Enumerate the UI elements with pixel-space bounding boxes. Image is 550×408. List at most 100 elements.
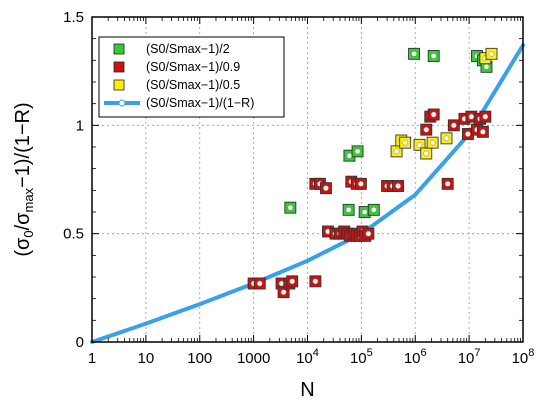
data-point-series-2	[319, 182, 332, 195]
data-point-center	[483, 63, 490, 70]
data-point-center	[416, 141, 423, 148]
data-point-center	[482, 113, 489, 120]
y-tick-labels: 0 0.5 1 1.5	[63, 9, 84, 351]
data-points-layer	[247, 47, 498, 299]
x-tick-label: 107	[458, 347, 481, 367]
y-tick-label: 1.5	[63, 9, 84, 26]
data-point-series-3	[399, 136, 412, 149]
x-tick-label: 1000	[237, 350, 270, 367]
data-point-center	[323, 185, 329, 192]
data-point-center	[256, 280, 263, 287]
data-point-center	[411, 50, 417, 57]
x-axis-title: N	[300, 379, 314, 401]
y-tick-label: 1	[76, 117, 84, 134]
x-tick-label-base: 10	[512, 350, 529, 367]
data-point-series-3	[413, 138, 426, 151]
x-tick-label-exponent: 6	[421, 347, 427, 359]
data-point-series-2	[479, 110, 492, 123]
x-tick-label-exponent: 8	[528, 347, 534, 359]
data-point-series-2	[441, 177, 454, 190]
legend-marker-series-3	[113, 79, 125, 91]
x-tick-label: 1	[88, 350, 96, 367]
data-point-center	[450, 122, 457, 129]
data-point-center	[312, 278, 319, 285]
data-point-center	[423, 126, 430, 133]
data-point-series-2	[253, 277, 266, 290]
x-tick-label-exponent: 5	[367, 347, 373, 359]
x-tick-label-exponent: 4	[313, 347, 319, 359]
data-point-center	[423, 150, 430, 157]
data-point-center	[443, 135, 450, 142]
data-point-series-3	[440, 132, 453, 145]
y-axis-title-open: (σ	[12, 237, 34, 257]
data-point-center	[468, 113, 475, 120]
legend-label-series-2: (S0/Smax−1)/0.9	[146, 60, 240, 74]
data-point-series-2	[392, 180, 405, 192]
legend-label-series-4: (S0/Smax−1)/(1−R)	[146, 96, 254, 110]
legend-label-series-1: (S0/Smax−1)/2	[146, 42, 230, 56]
x-tick-label-base: 10	[404, 350, 421, 367]
data-point-center	[402, 139, 409, 146]
data-point-center	[393, 148, 400, 155]
x-tick-label: 105	[350, 347, 373, 367]
data-point-series-1	[342, 203, 355, 216]
data-point-series-1	[284, 201, 297, 214]
data-point-series-2	[476, 125, 489, 138]
y-axis-title-sub-max: max	[21, 187, 36, 212]
y-axis-title: (σ0/σmax−1)/(1−R)	[12, 102, 36, 256]
data-point-center	[358, 180, 364, 187]
data-point-series-3	[426, 136, 439, 149]
y-tick-label: 0	[76, 334, 84, 351]
data-point-series-2	[286, 275, 299, 288]
data-point-center	[361, 209, 368, 215]
data-point-center	[430, 111, 437, 118]
x-tick-label-base: 10	[458, 350, 475, 367]
data-point-series-2	[427, 108, 440, 121]
data-point-center	[287, 204, 294, 211]
data-point-series-1	[351, 145, 364, 158]
data-point-center	[488, 50, 495, 57]
x-tick-label: 100	[187, 350, 212, 367]
fit-curve-series-4	[90, 43, 525, 344]
data-point-center	[480, 128, 486, 135]
data-point-series-1	[427, 50, 440, 62]
x-tick-label-exponent: 7	[474, 347, 480, 359]
data-point-center	[370, 206, 377, 213]
legend: (S0/Smax−1)/2 (S0/Smax−1)/0.9 (S0/Smax−1…	[98, 36, 285, 118]
data-point-series-2	[277, 286, 290, 299]
x-tick-label-base: 10	[350, 350, 367, 367]
data-point-series-2	[447, 119, 460, 132]
data-point-series-3	[420, 147, 433, 160]
data-point-center	[278, 280, 285, 287]
data-point-center	[430, 53, 437, 59]
data-point-series-2	[322, 225, 334, 238]
legend-label-series-3: (S0/Smax−1)/0.5	[146, 78, 240, 92]
y-axis-title-sub-0: 0	[21, 230, 36, 237]
x-tick-label: 10	[138, 350, 155, 367]
x-tick-labels: 1 10 100 1000 104 105 106 107 108	[88, 347, 535, 367]
x-tick-label-base: 10	[296, 350, 313, 367]
data-point-center	[395, 183, 401, 189]
legend-line-marker-series-4	[118, 99, 126, 107]
tick-marks	[91, 16, 524, 343]
data-point-center	[365, 230, 372, 237]
data-point-series-2	[309, 275, 322, 288]
fit-curve-layer	[90, 43, 525, 344]
data-point-center	[289, 278, 296, 285]
data-point-series-2	[354, 177, 367, 190]
data-point-center	[354, 148, 361, 155]
data-point-series-3	[485, 47, 498, 60]
y-tick-label: 0.5	[63, 226, 84, 243]
x-tick-label: 108	[512, 347, 535, 367]
y-axis-title-mid: /σ	[12, 212, 34, 231]
data-point-series-1	[367, 203, 380, 216]
data-point-center	[429, 139, 436, 146]
y-axis-title-close: −1)/(1−R)	[12, 102, 34, 188]
x-tick-label: 104	[296, 347, 319, 367]
data-point-series-1	[408, 47, 420, 60]
data-point-center	[444, 180, 451, 187]
data-point-center	[465, 131, 471, 137]
data-point-series-2	[362, 227, 375, 240]
data-point-center	[346, 152, 353, 159]
